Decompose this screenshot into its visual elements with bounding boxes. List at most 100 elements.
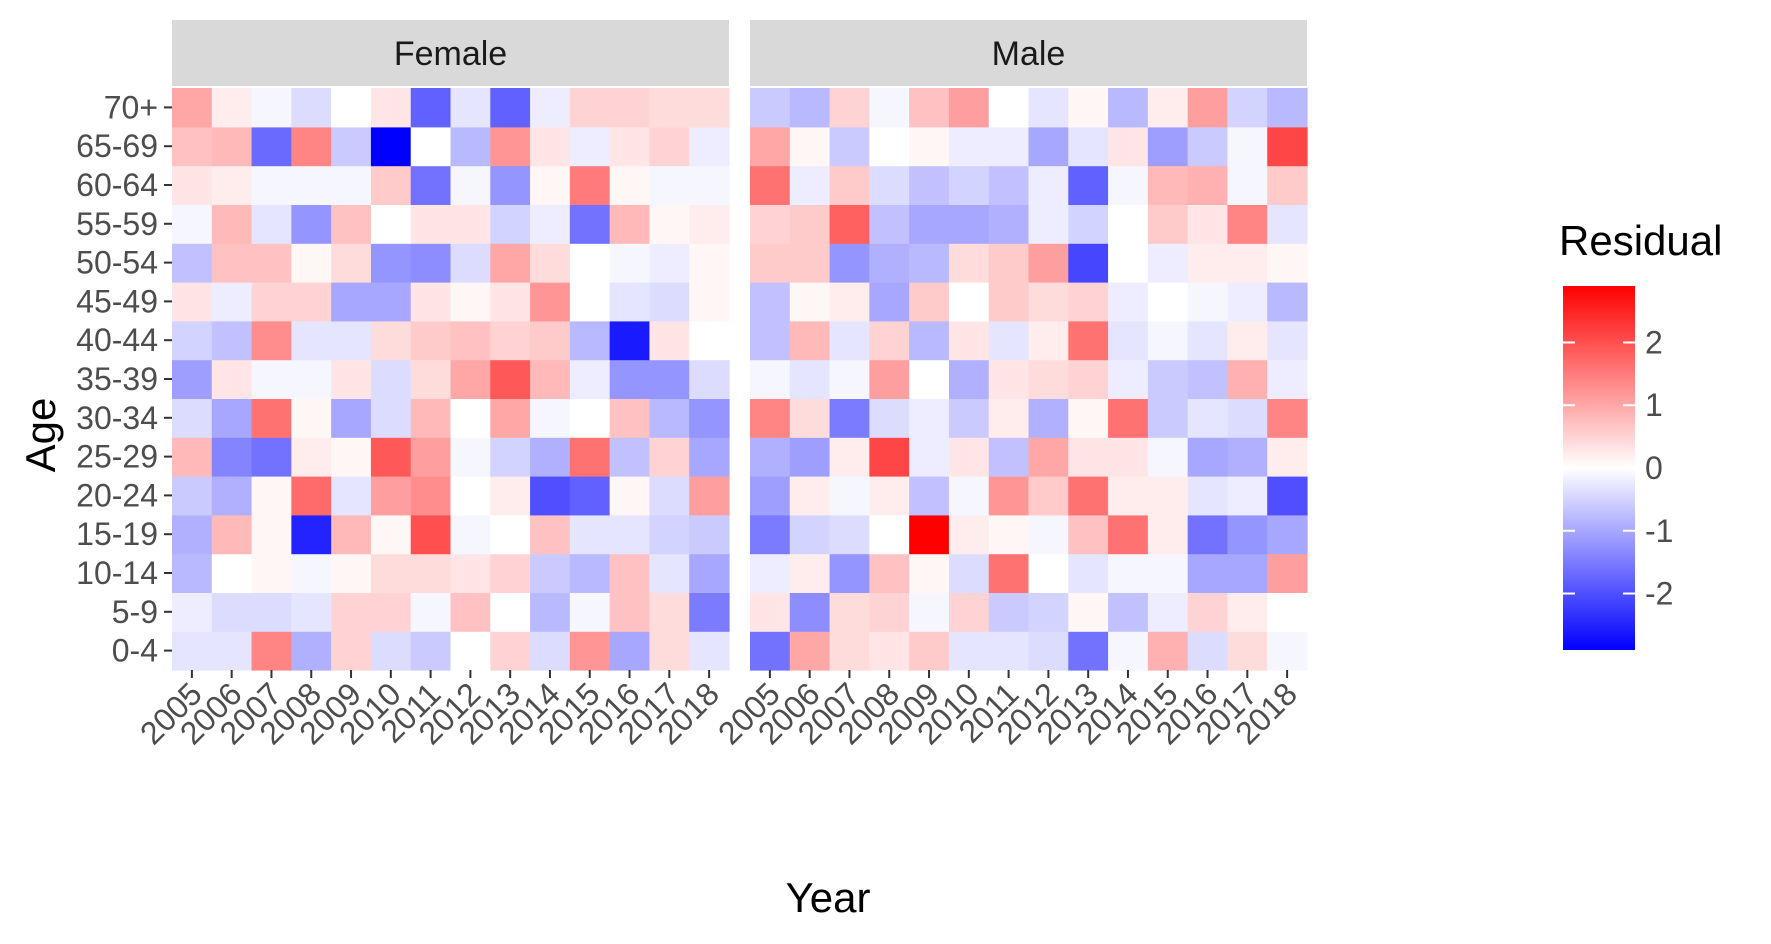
heatmap-cell bbox=[211, 631, 253, 671]
heatmap-cell bbox=[569, 320, 611, 361]
heatmap-cell bbox=[649, 126, 690, 167]
heatmap-cell bbox=[988, 88, 1030, 128]
heatmap-cell bbox=[569, 553, 611, 593]
heatmap-cell bbox=[370, 359, 412, 399]
facet-strip bbox=[750, 20, 1307, 86]
heatmap-cell bbox=[251, 514, 292, 555]
heatmap-cell bbox=[370, 514, 412, 555]
heatmap-cell bbox=[331, 398, 372, 438]
heatmap-cell bbox=[948, 320, 990, 361]
heatmap-cell bbox=[1187, 282, 1229, 322]
heatmap-cell bbox=[291, 359, 332, 399]
heatmap-cell bbox=[1147, 88, 1189, 128]
heatmap-cell bbox=[1068, 553, 1109, 593]
heatmap-cell bbox=[1227, 359, 1268, 399]
heatmap-cell bbox=[1028, 126, 1069, 167]
heatmap-cell bbox=[750, 437, 791, 477]
heatmap-cell bbox=[291, 320, 332, 361]
heatmap-cell bbox=[569, 476, 611, 516]
heatmap-cell bbox=[172, 165, 213, 205]
heatmap-cell bbox=[909, 320, 950, 361]
heatmap-cell bbox=[789, 398, 831, 438]
heatmap-cell bbox=[251, 204, 292, 244]
heatmap-cell bbox=[450, 476, 491, 516]
heatmap-cell bbox=[869, 165, 910, 205]
heatmap-cell bbox=[1108, 553, 1149, 593]
heatmap-cell bbox=[829, 592, 870, 632]
heatmap-cell bbox=[370, 476, 412, 516]
heatmap-cell bbox=[1068, 437, 1109, 477]
heatmap-cell bbox=[251, 243, 292, 283]
heatmap-cell bbox=[450, 592, 491, 632]
heatmap-cell bbox=[829, 126, 870, 167]
heatmap-cell bbox=[1068, 126, 1109, 167]
heatmap-cell bbox=[609, 437, 651, 477]
heatmap-cell bbox=[1187, 553, 1229, 593]
heatmap-cell bbox=[689, 88, 730, 128]
heatmap-cell bbox=[490, 592, 531, 632]
heatmap-cell bbox=[829, 553, 870, 593]
heatmap-cell bbox=[609, 282, 651, 322]
heatmap-cell bbox=[1068, 204, 1109, 244]
heatmap-cell bbox=[750, 88, 791, 128]
heatmap-cell bbox=[331, 165, 372, 205]
heatmap-cell bbox=[172, 126, 213, 167]
heatmap-cell bbox=[1108, 320, 1149, 361]
heatmap-cell bbox=[988, 592, 1030, 632]
heatmap-cell bbox=[750, 398, 791, 438]
heatmap-cell bbox=[1267, 631, 1308, 671]
heatmap-cell bbox=[172, 320, 213, 361]
heatmap-cell bbox=[988, 126, 1030, 167]
heatmap-cell bbox=[1108, 476, 1149, 516]
heatmap-cell bbox=[689, 398, 730, 438]
heatmap-cell bbox=[750, 320, 791, 361]
heatmap-cell bbox=[1068, 282, 1109, 322]
heatmap-cell bbox=[569, 514, 611, 555]
heatmap-cell bbox=[1108, 592, 1149, 632]
heatmap-cell bbox=[172, 514, 213, 555]
heatmap-cell bbox=[789, 437, 831, 477]
heatmap-cell bbox=[869, 282, 910, 322]
heatmap-cell bbox=[1227, 476, 1268, 516]
heatmap-cell bbox=[1028, 204, 1069, 244]
heatmap-cell bbox=[909, 204, 950, 244]
heatmap-cell bbox=[331, 320, 372, 361]
heatmap-cell bbox=[450, 204, 491, 244]
heatmap-cell bbox=[211, 398, 253, 438]
heatmap-cell bbox=[1147, 204, 1189, 244]
heatmap-cell bbox=[370, 592, 412, 632]
heatmap-cell bbox=[331, 592, 372, 632]
heatmap-cell bbox=[1187, 204, 1229, 244]
heatmap-cell bbox=[172, 592, 213, 632]
heatmap-cell bbox=[211, 126, 253, 167]
heatmap-cell bbox=[988, 204, 1030, 244]
heatmap-cell bbox=[530, 359, 571, 399]
heatmap-cell bbox=[1147, 476, 1189, 516]
heatmap-cell bbox=[569, 282, 611, 322]
facet-strip-label: Female bbox=[394, 35, 507, 73]
heatmap-cell bbox=[1028, 359, 1069, 399]
heatmap-cell bbox=[1147, 553, 1189, 593]
heatmap-cell bbox=[331, 282, 372, 322]
heatmap-cell bbox=[1147, 165, 1189, 205]
heatmap-cell bbox=[750, 514, 791, 555]
heatmap-cell bbox=[569, 88, 611, 128]
heatmap-cell bbox=[410, 88, 452, 128]
heatmap-cell bbox=[1187, 320, 1229, 361]
heatmap-cell bbox=[211, 514, 253, 555]
heatmap-cell bbox=[172, 243, 213, 283]
heatmap-cell bbox=[1028, 592, 1069, 632]
heatmap-cell bbox=[1267, 476, 1308, 516]
heatmap-cell bbox=[530, 476, 571, 516]
heatmap-cell bbox=[1267, 398, 1308, 438]
heatmap-cell bbox=[569, 204, 611, 244]
heatmap-cell bbox=[948, 88, 990, 128]
heatmap-cell bbox=[490, 88, 531, 128]
heatmap-cell bbox=[909, 398, 950, 438]
heatmap-cell bbox=[331, 476, 372, 516]
heatmap-cell bbox=[789, 204, 831, 244]
heatmap-cell bbox=[1227, 165, 1268, 205]
heatmap-cell bbox=[410, 165, 452, 205]
heatmap-cell bbox=[789, 631, 831, 671]
heatmap-cell bbox=[569, 631, 611, 671]
